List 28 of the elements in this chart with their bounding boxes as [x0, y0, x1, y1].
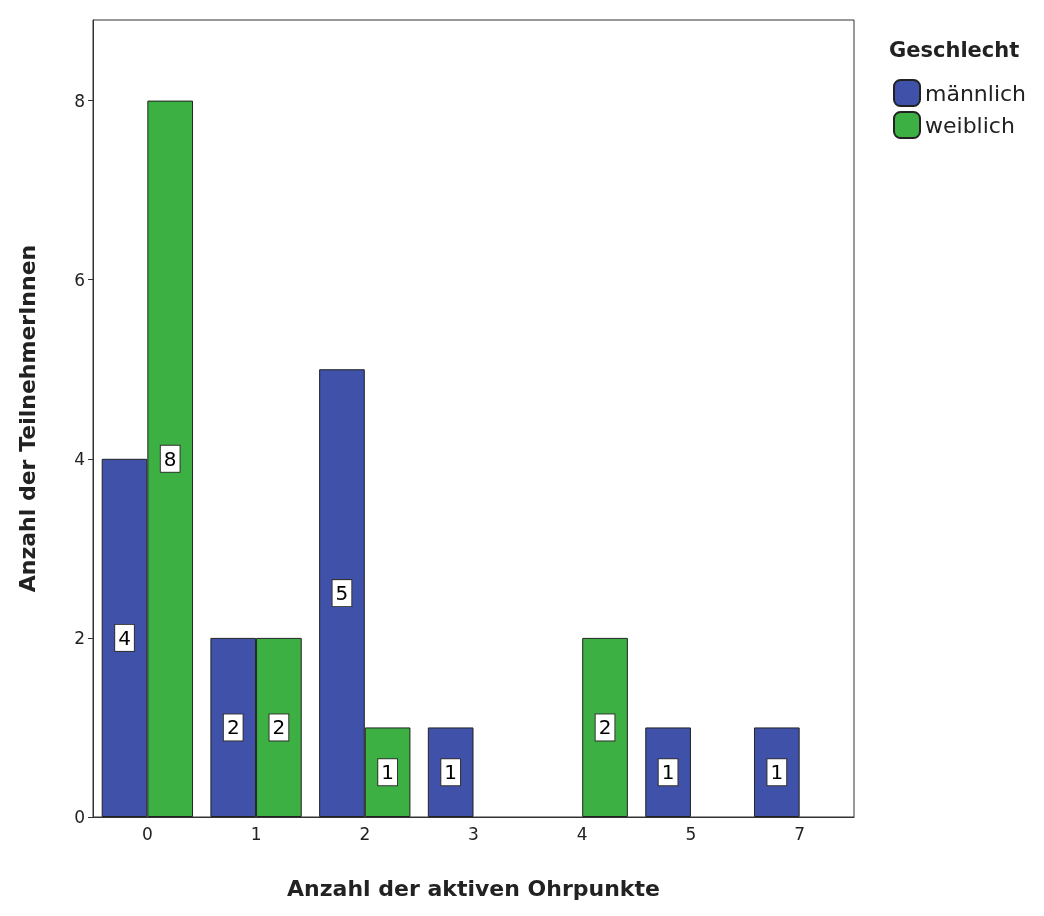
data-label: 1	[381, 760, 394, 785]
y-axis-title: Anzahl der TeilnehmerInnen	[14, 244, 40, 593]
x-tick-label: 7	[794, 823, 806, 844]
y-tick-label: 4	[74, 448, 85, 469]
x-axis-title: Anzahl der aktiven Ohrpunkte	[287, 875, 660, 901]
data-label: 1	[661, 760, 675, 785]
x-tick-label: 4	[576, 823, 588, 844]
y-tick-label: 6	[74, 269, 85, 290]
data-label: 1	[770, 760, 784, 785]
data-label: 8	[163, 446, 177, 471]
x-tick-label: 1	[250, 823, 262, 844]
legend-title: Geschlecht	[889, 37, 1020, 62]
data-label: 2	[272, 715, 286, 740]
x-tick-label: 3	[468, 823, 479, 844]
data-label: 5	[335, 581, 349, 606]
legend-label: männlich	[925, 80, 1027, 106]
x-tick-label: 5	[685, 823, 697, 844]
y-tick-label: 8	[74, 90, 85, 111]
y-tick-label: 0	[74, 807, 85, 827]
data-label: 2	[598, 715, 612, 740]
data-label: 4	[118, 625, 131, 650]
data-label: 1	[444, 760, 458, 785]
data-label: 2	[226, 715, 240, 740]
x-tick-label: 2	[359, 823, 371, 844]
bar	[582, 637, 628, 817]
legend-label: weiblich	[925, 112, 1015, 138]
y-tick-label: 2	[74, 627, 85, 648]
x-tick-label: 0	[141, 823, 153, 844]
